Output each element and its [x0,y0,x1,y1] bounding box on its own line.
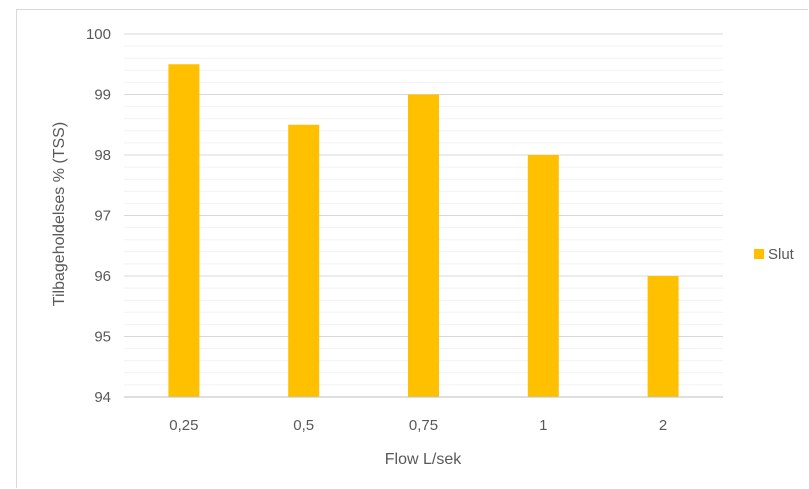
bar-3 [408,94,439,397]
y-tick-labels: 94 95 96 97 98 99 100 [86,26,111,406]
legend-label-slut: Slut [768,246,795,263]
x-tick-labels: 0,25 0,5 0,75 1 2 [169,417,667,434]
x-tick-label: 0,75 [409,417,438,434]
y-tick-label: 95 [94,329,111,346]
chart-frame [16,9,808,488]
bar-1 [168,64,200,397]
y-tick-label: 94 [94,389,111,406]
x-tick-label: 0,5 [293,417,314,434]
y-tick-label: 97 [94,208,111,225]
bar-4 [527,155,559,397]
y-tick-label: 96 [94,268,111,285]
x-tick-label: 2 [659,417,667,434]
bar-2 [288,124,320,397]
x-tick-label: 1 [539,417,547,434]
y-tick-label: 100 [86,26,111,43]
legend: Slut [754,246,795,263]
x-axis-title: Flow L/sek [385,451,462,468]
bar-5 [647,276,679,397]
x-tick-label: 0,25 [169,417,198,434]
legend-swatch-slut [754,249,764,259]
y-tick-label: 98 [94,147,111,164]
y-tick-label: 99 [94,87,111,104]
y-axis-title: Tilbageholdelses % (TSS) [51,122,68,306]
bars [168,64,679,397]
